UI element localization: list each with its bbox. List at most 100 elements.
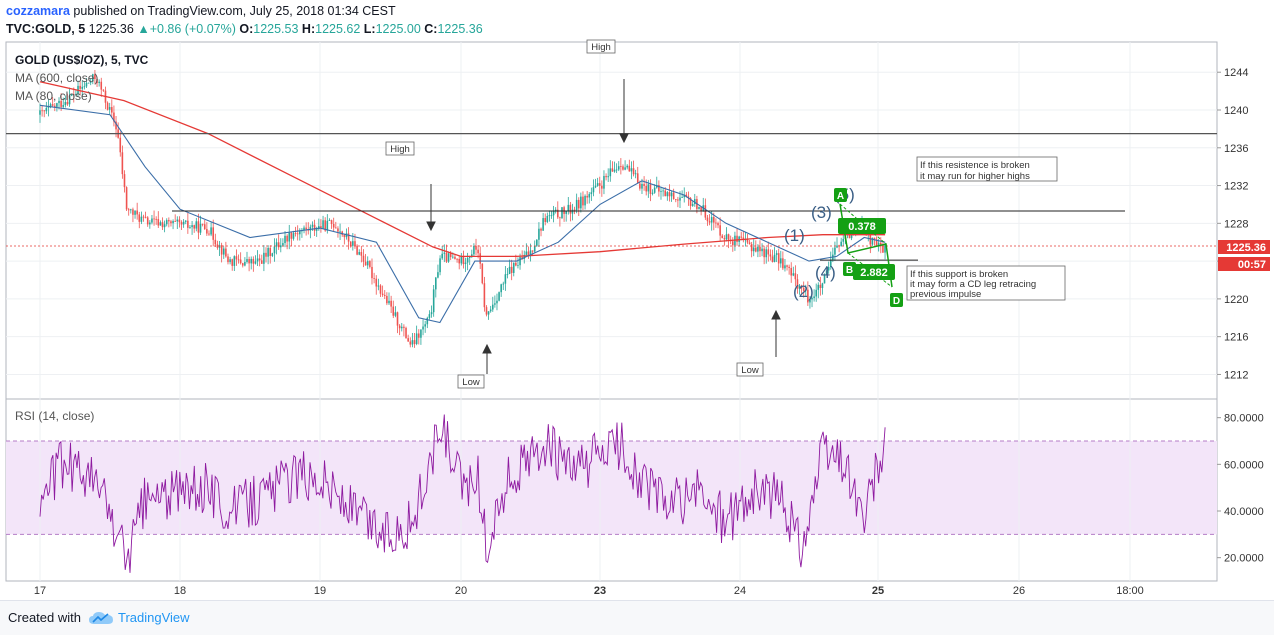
high-top-label: High	[591, 42, 611, 53]
countdown-value: 00:57	[1238, 259, 1266, 271]
candle-body	[725, 234, 728, 240]
candle-body	[225, 248, 227, 257]
candle-body	[47, 107, 50, 108]
candle-body	[260, 260, 263, 264]
candle-body	[641, 184, 643, 189]
candle-body	[607, 176, 609, 178]
candle-body	[710, 217, 713, 223]
candle-body	[792, 273, 795, 276]
candle-body	[504, 274, 507, 284]
candle-body	[203, 224, 206, 230]
support-note-line1: If this support is broken	[910, 269, 1008, 280]
candle-body	[51, 104, 54, 106]
annotation-low-right[interactable]: Low	[736, 362, 764, 377]
candle-body	[405, 327, 407, 339]
annotation-high-top[interactable]: High	[586, 39, 616, 54]
candle-body	[121, 152, 124, 175]
candle-body	[415, 333, 418, 345]
candle-body	[396, 312, 399, 326]
point-d-label: D	[893, 296, 900, 307]
candle-body	[458, 258, 461, 264]
candle-body	[613, 169, 616, 172]
last-price: 1225.36	[88, 22, 134, 36]
candle-body	[337, 228, 339, 232]
candle-body	[452, 256, 454, 258]
candle-body	[227, 256, 229, 263]
candle-body	[588, 194, 591, 198]
close-label: C:	[424, 22, 438, 36]
y-tick-label: 1244	[1224, 67, 1248, 79]
candle-body	[299, 231, 301, 235]
candle-body	[96, 78, 98, 84]
candle-body	[420, 329, 422, 338]
candle-body	[609, 168, 612, 177]
candle-body	[519, 257, 521, 266]
candle-body	[193, 225, 195, 229]
candle-body	[649, 184, 652, 194]
rsi-tick-label: 40.0000	[1224, 506, 1264, 518]
y-tick-label: 1228	[1224, 218, 1248, 230]
candle-body	[512, 262, 515, 273]
support-note[interactable]: If this support is broken it may form a …	[906, 265, 1066, 301]
candle-body	[719, 225, 721, 236]
candle-body	[263, 252, 265, 264]
candle-body	[611, 168, 614, 172]
candle-body	[273, 246, 276, 254]
candle-body	[548, 215, 551, 217]
resistance-note[interactable]: If this resistence is broken it may run …	[916, 156, 1058, 182]
annotation-low-left[interactable]: Low	[457, 374, 485, 389]
rsi-band-group	[6, 440, 1217, 535]
y-tick-label: 1232	[1224, 181, 1248, 193]
candle-body	[64, 101, 67, 106]
candle-body	[800, 285, 803, 288]
candle-body	[489, 309, 492, 312]
author-link[interactable]: cozzamara	[6, 4, 70, 18]
ratio-ab-badge	[838, 218, 886, 234]
candle-body	[332, 224, 335, 228]
candle-body	[571, 209, 574, 214]
candle-body	[113, 112, 115, 122]
candle-body	[70, 94, 73, 96]
candle-body	[813, 296, 815, 299]
created-with-label: Created with	[8, 610, 81, 625]
arrowhead-low-left	[482, 343, 492, 354]
candle-body	[58, 100, 60, 104]
arrowhead-low-right	[771, 309, 781, 320]
candle-body	[212, 227, 215, 240]
candle-body	[662, 190, 664, 192]
rsi-legend: RSI (14, close)	[15, 409, 94, 423]
chart-canvas[interactable]: 171819202324252618:001212121612201224122…	[0, 38, 1274, 600]
candle-body	[201, 223, 204, 225]
symbol-name: TVC:GOLD, 5	[6, 22, 86, 36]
candle-body	[92, 74, 94, 82]
candle-body	[222, 248, 225, 255]
candle-body	[502, 283, 505, 285]
candle-body	[603, 175, 605, 189]
ma80-line	[39, 104, 886, 324]
candle-body	[651, 192, 654, 194]
candle-body	[717, 223, 719, 226]
point-b-label: B	[846, 265, 853, 276]
candle-body	[371, 266, 373, 279]
candle-body	[39, 110, 41, 115]
candle-body	[622, 166, 624, 170]
arrowhead-high-top	[619, 133, 629, 144]
x-tick-label: 18:00	[1116, 585, 1144, 597]
y-tick-label: 1236	[1224, 143, 1248, 155]
harmonic-pattern[interactable]: A B D 0.378 2.882	[834, 188, 903, 307]
candle-body	[715, 222, 717, 224]
candle-body	[681, 197, 683, 199]
candle-body	[473, 246, 475, 255]
wave-3-label: (3)	[811, 203, 832, 222]
candle-body	[750, 244, 753, 252]
candle-body	[267, 247, 269, 257]
candle-body	[575, 199, 578, 211]
candle-body	[765, 249, 768, 258]
candle-body	[381, 293, 384, 295]
tradingview-brand-link[interactable]: TradingView	[118, 610, 190, 625]
candle-body	[79, 85, 81, 89]
candle-body	[320, 226, 322, 229]
header: cozzamara published on TradingView.com, …	[0, 0, 1274, 42]
annotation-high-left[interactable]: High	[385, 141, 415, 156]
candle-body	[279, 245, 282, 248]
